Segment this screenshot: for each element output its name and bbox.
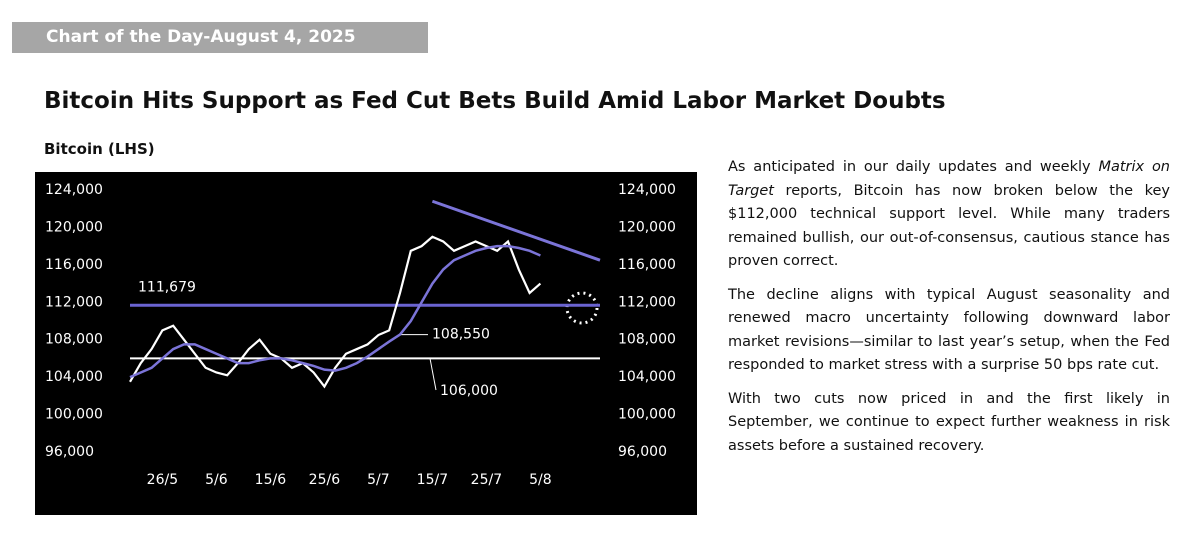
trendline	[431, 199, 601, 262]
y-tick-label: 96,000	[45, 444, 94, 460]
annotation-label: 108,550	[432, 327, 490, 343]
paragraph: With two cuts now priced in and the firs…	[728, 390, 1170, 454]
y-tick-label: 100,000	[45, 407, 103, 423]
reference-label: 111,679	[138, 279, 196, 295]
chart: 96,000 96,000 100,000 100,000 104,000 104,000…	[35, 172, 697, 515]
y2-tick-label: 116,000	[618, 257, 676, 273]
y-tick-label: 104,000	[45, 369, 103, 385]
x-tick-label: 25/7	[471, 472, 502, 488]
text: reports, Bitcoin has now broken below th…	[728, 182, 1170, 270]
x-tick-label: 15/7	[417, 472, 448, 488]
paragraph: As anticipated in our daily updates and …	[728, 156, 1170, 274]
y-tick-label: 116,000	[45, 257, 103, 273]
series-line	[129, 235, 542, 389]
y2-tick-label: 100,000	[618, 407, 676, 423]
series-line	[129, 244, 541, 379]
chart-background	[35, 172, 697, 515]
tag: Chart of the Day-August 4, 2025	[12, 22, 428, 53]
text: As anticipated in our daily updates and …	[728, 159, 1099, 175]
text: Matrix on Target	[728, 159, 1171, 199]
y-tick-label: 108,000	[45, 332, 103, 348]
x-tick-label: 15/6	[255, 472, 287, 488]
y2-tick-label: 96,000	[618, 444, 667, 460]
x-tick-label: 5/8	[529, 472, 552, 488]
x-tick-label: 25/6	[309, 472, 341, 488]
x-tick-label: 5/7	[367, 472, 390, 488]
y2-tick-label: 120,000	[618, 219, 676, 235]
y2-tick-label: 112,000	[618, 294, 676, 310]
y-tick-label: 120,000	[45, 219, 103, 235]
x-tick-label: 26/5	[147, 472, 178, 488]
x-tick-label: 5/6	[205, 472, 228, 488]
y-tick-label: 124,000	[45, 182, 103, 198]
y2-tick-label: 108,000	[618, 332, 676, 348]
commentary: As anticipated in our daily updates and …	[728, 156, 1170, 468]
leader	[429, 358, 437, 391]
highlight-circle	[565, 291, 599, 325]
y2-tick-label: 124,000	[618, 182, 676, 198]
chart-title: Bitcoin (LHS)	[44, 140, 155, 158]
paragraph: The decline aligns with typical August s…	[728, 286, 1170, 374]
reference-label: 106,000	[440, 383, 498, 399]
y2-tick-label: 104,000	[618, 369, 676, 385]
title: Bitcoin Hits Support as Fed Cut Bets Bui…	[44, 88, 946, 114]
y-tick-label: 112,000	[45, 294, 103, 310]
